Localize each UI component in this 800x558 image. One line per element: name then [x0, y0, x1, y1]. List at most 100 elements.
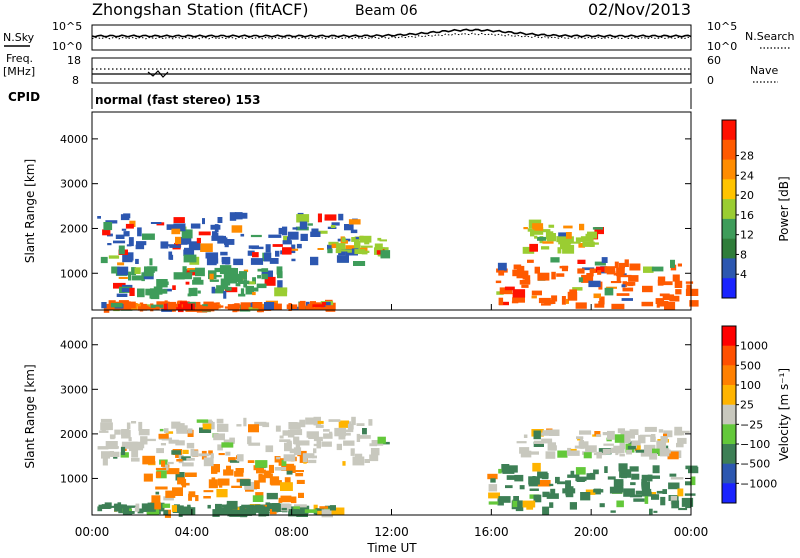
echo-cell [250, 258, 264, 265]
echo-cell [674, 280, 683, 288]
echo-cell [191, 450, 199, 457]
echo-cell [105, 220, 118, 224]
echo-cell [334, 427, 346, 437]
echo-cell [217, 423, 229, 432]
echo-cell [228, 268, 238, 277]
echo-cell [182, 266, 187, 274]
echo-cell [364, 459, 370, 463]
echo-cell [371, 440, 384, 446]
echo-cell [618, 262, 625, 269]
echo-cell [225, 286, 232, 291]
echo-cell [287, 231, 299, 240]
echo-cell [236, 424, 242, 427]
colorbar-segment [722, 218, 736, 240]
echo-cell [218, 453, 225, 456]
echo-cell [177, 237, 188, 245]
echo-cell [293, 436, 300, 445]
echo-cell [657, 276, 666, 283]
echo-cell [567, 486, 574, 492]
echo-cell [278, 227, 285, 235]
echo-cell [177, 423, 185, 432]
echo-cell [199, 427, 212, 433]
colorbar-segment [722, 404, 736, 425]
echo-cell [208, 421, 215, 430]
echo-cell [631, 473, 640, 480]
echo-cell [660, 496, 666, 506]
echo-cell [248, 442, 261, 446]
echo-cell [104, 502, 112, 509]
echo-cell [533, 494, 542, 503]
echo-cell [261, 268, 269, 272]
echo-cell [550, 257, 560, 263]
echo-cell [262, 504, 267, 508]
echo-cell [677, 263, 682, 267]
echo-cell [186, 442, 195, 449]
echo-cell [224, 239, 235, 245]
echo-cell [283, 235, 289, 243]
echo-cell [264, 302, 275, 311]
echo-cell [576, 436, 584, 440]
echo-cell [280, 495, 292, 503]
colorbar-frame [721, 325, 737, 504]
echo-cell [570, 448, 577, 452]
echo-cell [563, 225, 573, 229]
echo-cell [575, 476, 587, 482]
echo-cell [240, 233, 245, 237]
echo-cell [235, 283, 241, 287]
echo-cell [182, 462, 194, 467]
echo-cell [155, 486, 168, 490]
freq-tick-top: 18 [67, 54, 81, 67]
echo-cell [295, 473, 304, 477]
colorbar-tick-label: 500 [740, 359, 761, 372]
echo-cell [142, 233, 155, 240]
echo-cell [677, 437, 687, 444]
echo-cell [221, 504, 228, 508]
echo-cell [187, 236, 192, 245]
echo-cell [299, 221, 308, 230]
echo-cell [279, 439, 291, 442]
freq-unit-label: [MHz] [3, 65, 35, 78]
echo-cell [498, 496, 511, 503]
echo-cell [200, 243, 213, 252]
echo-cell [163, 288, 172, 292]
echo-cell [591, 242, 599, 245]
echo-cell [312, 455, 317, 459]
echo-cell [629, 434, 635, 439]
echo-cell [149, 306, 160, 310]
nave-label: Nave [750, 64, 778, 77]
echo-cell [101, 302, 107, 309]
echo-cell [356, 423, 365, 426]
echo-cell [343, 440, 355, 446]
echo-cell [667, 451, 679, 460]
echo-cell [100, 422, 113, 431]
echo-cell [252, 252, 259, 258]
echo-cell [264, 252, 272, 262]
x-tick-label: 00:00 [75, 525, 110, 539]
echo-cell [111, 451, 120, 457]
echo-cell [498, 301, 509, 306]
echo-cell [599, 296, 605, 305]
freq-trace-jitter [147, 70, 169, 78]
echo-cell [686, 284, 692, 292]
echo-cell [528, 481, 538, 487]
echo-cell [586, 473, 596, 480]
echo-cell [594, 227, 604, 235]
echo-cell [111, 266, 120, 274]
echo-cell [289, 448, 296, 454]
echo-cell [131, 449, 139, 458]
echo-cell [296, 214, 310, 223]
echo-cell [198, 453, 210, 457]
colorbar-segment [722, 424, 736, 445]
echo-cell [317, 420, 324, 424]
echo-cell [520, 450, 527, 454]
echo-cell [331, 507, 345, 516]
echo-cell [149, 292, 159, 299]
echo-cell [171, 421, 181, 429]
beam-label: Beam 06 [355, 3, 418, 19]
echo-cell [567, 474, 580, 478]
echo-cell [616, 500, 624, 508]
echo-cell [593, 469, 599, 475]
echo-cell [108, 255, 120, 259]
colorbar-tick-label: 100 [740, 379, 761, 392]
echo-cell [497, 498, 504, 506]
